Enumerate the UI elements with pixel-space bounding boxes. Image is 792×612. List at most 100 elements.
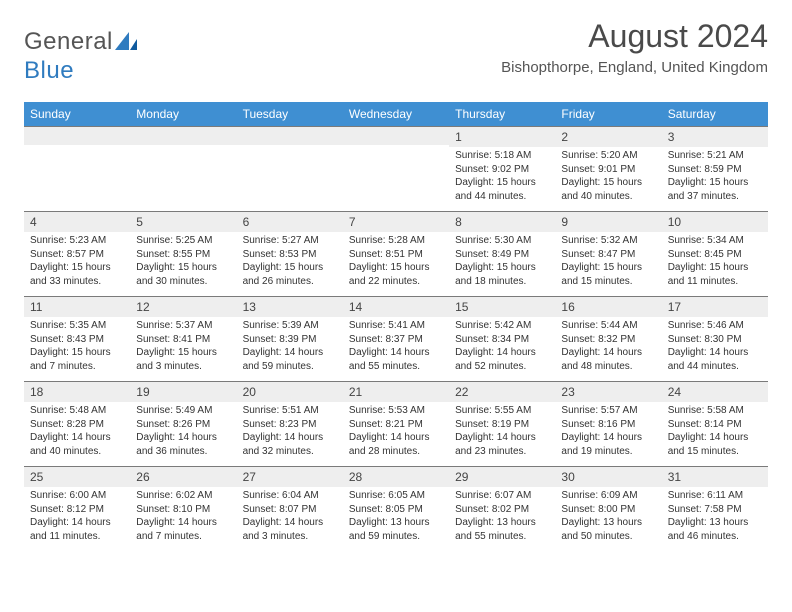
week-row: 18Sunrise: 5:48 AMSunset: 8:28 PMDayligh… (24, 382, 768, 467)
daylight-line-1: Daylight: 14 hours (561, 346, 655, 360)
day-cell: 24Sunrise: 5:58 AMSunset: 8:14 PMDayligh… (662, 382, 768, 467)
sunset-line: Sunset: 8:02 PM (455, 503, 549, 517)
weekday-header: Wednesday (343, 102, 449, 127)
daylight-line-1: Daylight: 15 hours (243, 261, 337, 275)
day-details: Sunrise: 5:57 AMSunset: 8:16 PMDaylight:… (555, 402, 661, 462)
daylight-line-1: Daylight: 15 hours (455, 261, 549, 275)
day-cell: 17Sunrise: 5:46 AMSunset: 8:30 PMDayligh… (662, 297, 768, 382)
day-cell: 29Sunrise: 6:07 AMSunset: 8:02 PMDayligh… (449, 467, 555, 552)
day-details: Sunrise: 5:41 AMSunset: 8:37 PMDaylight:… (343, 317, 449, 377)
daylight-line-1: Daylight: 14 hours (668, 431, 762, 445)
daylight-line-2: and 52 minutes. (455, 360, 549, 374)
daylight-line-2: and 28 minutes. (349, 445, 443, 459)
daylight-line-2: and 18 minutes. (455, 275, 549, 289)
sunset-line: Sunset: 8:28 PM (30, 418, 124, 432)
day-details: Sunrise: 6:05 AMSunset: 8:05 PMDaylight:… (343, 487, 449, 547)
day-cell: 16Sunrise: 5:44 AMSunset: 8:32 PMDayligh… (555, 297, 661, 382)
day-cell: 21Sunrise: 5:53 AMSunset: 8:21 PMDayligh… (343, 382, 449, 467)
location-label: Bishopthorpe, England, United Kingdom (501, 59, 768, 76)
daylight-line-2: and 30 minutes. (136, 275, 230, 289)
daylight-line-2: and 26 minutes. (243, 275, 337, 289)
day-cell: 22Sunrise: 5:55 AMSunset: 8:19 PMDayligh… (449, 382, 555, 467)
logo-text: General Blue (24, 28, 137, 84)
daylight-line-1: Daylight: 13 hours (561, 516, 655, 530)
daylight-line-2: and 55 minutes. (349, 360, 443, 374)
day-cell: 18Sunrise: 5:48 AMSunset: 8:28 PMDayligh… (24, 382, 130, 467)
daylight-line-2: and 15 minutes. (668, 445, 762, 459)
sunrise-line: Sunrise: 5:49 AM (136, 404, 230, 418)
empty-day-band (237, 127, 343, 145)
daylight-line-1: Daylight: 15 hours (668, 261, 762, 275)
sunrise-line: Sunrise: 5:57 AM (561, 404, 655, 418)
day-details: Sunrise: 5:34 AMSunset: 8:45 PMDaylight:… (662, 232, 768, 292)
logo-word2: Blue (24, 57, 74, 84)
day-details: Sunrise: 5:21 AMSunset: 8:59 PMDaylight:… (662, 147, 768, 207)
sunrise-line: Sunrise: 5:35 AM (30, 319, 124, 333)
sunrise-line: Sunrise: 6:07 AM (455, 489, 549, 503)
day-number: 1 (449, 127, 555, 147)
daylight-line-1: Daylight: 15 hours (30, 261, 124, 275)
day-cell: 4Sunrise: 5:23 AMSunset: 8:57 PMDaylight… (24, 212, 130, 297)
day-number: 3 (662, 127, 768, 147)
weekday-header: Saturday (662, 102, 768, 127)
logo-word1: General (24, 28, 113, 55)
sunrise-line: Sunrise: 6:04 AM (243, 489, 337, 503)
day-cell: 27Sunrise: 6:04 AMSunset: 8:07 PMDayligh… (237, 467, 343, 552)
day-details: Sunrise: 5:53 AMSunset: 8:21 PMDaylight:… (343, 402, 449, 462)
logo: General Blue (24, 28, 137, 85)
day-details: Sunrise: 5:48 AMSunset: 8:28 PMDaylight:… (24, 402, 130, 462)
daylight-line-1: Daylight: 14 hours (561, 431, 655, 445)
sunset-line: Sunset: 8:12 PM (30, 503, 124, 517)
day-details: Sunrise: 6:00 AMSunset: 8:12 PMDaylight:… (24, 487, 130, 547)
sunrise-line: Sunrise: 5:25 AM (136, 234, 230, 248)
daylight-line-2: and 23 minutes. (455, 445, 549, 459)
day-cell: 1Sunrise: 5:18 AMSunset: 9:02 PMDaylight… (449, 127, 555, 212)
sunset-line: Sunset: 8:41 PM (136, 333, 230, 347)
day-number: 16 (555, 297, 661, 317)
sunset-line: Sunset: 8:34 PM (455, 333, 549, 347)
day-number: 26 (130, 467, 236, 487)
day-cell (24, 127, 130, 212)
sunrise-line: Sunrise: 5:41 AM (349, 319, 443, 333)
sunrise-line: Sunrise: 5:48 AM (30, 404, 124, 418)
daylight-line-1: Daylight: 13 hours (349, 516, 443, 530)
day-number: 7 (343, 212, 449, 232)
daylight-line-2: and 32 minutes. (243, 445, 337, 459)
day-details: Sunrise: 5:49 AMSunset: 8:26 PMDaylight:… (130, 402, 236, 462)
day-number: 17 (662, 297, 768, 317)
day-cell: 30Sunrise: 6:09 AMSunset: 8:00 PMDayligh… (555, 467, 661, 552)
day-details: Sunrise: 5:44 AMSunset: 8:32 PMDaylight:… (555, 317, 661, 377)
daylight-line-1: Daylight: 15 hours (455, 176, 549, 190)
sunrise-line: Sunrise: 5:18 AM (455, 149, 549, 163)
daylight-line-1: Daylight: 13 hours (668, 516, 762, 530)
sunrise-line: Sunrise: 6:09 AM (561, 489, 655, 503)
day-number: 13 (237, 297, 343, 317)
day-details: Sunrise: 5:46 AMSunset: 8:30 PMDaylight:… (662, 317, 768, 377)
day-details: Sunrise: 5:28 AMSunset: 8:51 PMDaylight:… (343, 232, 449, 292)
day-number: 11 (24, 297, 130, 317)
day-number: 23 (555, 382, 661, 402)
day-cell (237, 127, 343, 212)
daylight-line-2: and 3 minutes. (243, 530, 337, 544)
sunrise-line: Sunrise: 5:32 AM (561, 234, 655, 248)
day-details: Sunrise: 5:18 AMSunset: 9:02 PMDaylight:… (449, 147, 555, 207)
daylight-line-2: and 50 minutes. (561, 530, 655, 544)
day-number: 28 (343, 467, 449, 487)
day-cell: 9Sunrise: 5:32 AMSunset: 8:47 PMDaylight… (555, 212, 661, 297)
sunset-line: Sunset: 8:32 PM (561, 333, 655, 347)
day-number: 12 (130, 297, 236, 317)
day-number: 27 (237, 467, 343, 487)
day-number: 18 (24, 382, 130, 402)
sunrise-line: Sunrise: 5:34 AM (668, 234, 762, 248)
sunset-line: Sunset: 7:58 PM (668, 503, 762, 517)
calendar-table: Sunday Monday Tuesday Wednesday Thursday… (24, 102, 768, 551)
calendar-page: General Blue August 2024 Bishopthorpe, E… (0, 0, 792, 551)
calendar-body: 1Sunrise: 5:18 AMSunset: 9:02 PMDaylight… (24, 127, 768, 552)
day-cell: 15Sunrise: 5:42 AMSunset: 8:34 PMDayligh… (449, 297, 555, 382)
day-number: 29 (449, 467, 555, 487)
day-number: 9 (555, 212, 661, 232)
day-details: Sunrise: 5:27 AMSunset: 8:53 PMDaylight:… (237, 232, 343, 292)
day-number: 15 (449, 297, 555, 317)
month-title: August 2024 (501, 18, 768, 55)
daylight-line-1: Daylight: 14 hours (668, 346, 762, 360)
